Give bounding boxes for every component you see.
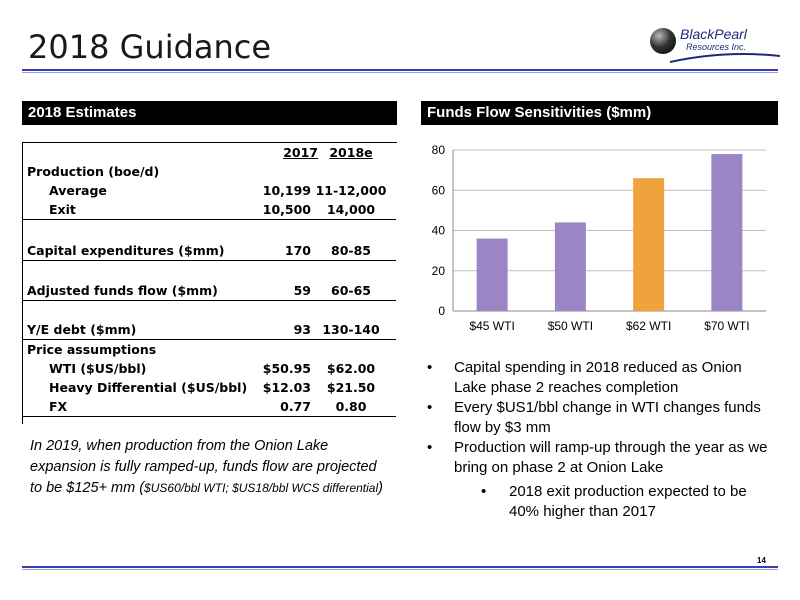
table-row: Exit 10,500 14,000 (23, 200, 396, 220)
bar (711, 154, 743, 311)
table-row: Production (boe/d) (23, 162, 396, 181)
funds-flow-chart: 0 20 40 60 80 $45 WTI $50 WTI $62 WTI $70 WTI (421, 140, 778, 340)
x-tick-label: $62 WTI (626, 319, 671, 333)
cell-2018: 130-140 (322, 322, 380, 337)
bullet-item: • Production will ramp-up through the ye… (421, 438, 778, 478)
sub-bullet-item: • 2018 exit production expected to be 40… (421, 482, 778, 522)
y-tick-label: 40 (432, 224, 446, 238)
header-rule (22, 69, 778, 75)
cell-2018: 0.80 (335, 399, 367, 414)
cell-2018: $21.50 (326, 380, 376, 395)
sensitivities-header: Funds Flow Sensitivities ($mm) (421, 101, 778, 125)
x-tick-label: $50 WTI (548, 319, 593, 333)
logo-name: BlackPearl (680, 26, 747, 42)
y-tick-label: 80 (432, 143, 446, 157)
table-row: Heavy Differential ($US/bbl) $12.03 $21.… (23, 378, 396, 397)
funds-flow-note: In 2019, when production from the Onion … (30, 436, 390, 499)
row-label: Exit (49, 202, 76, 217)
y-tick-label: 60 (432, 183, 446, 197)
page-number: 14 (757, 556, 766, 565)
table-row: Price assumptions (23, 340, 396, 359)
x-tick-label: $70 WTI (704, 319, 749, 333)
y-tick-label: 0 (438, 304, 445, 318)
row-label: Heavy Differential ($US/bbl) (49, 380, 248, 395)
row-label: Y/E debt ($mm) (27, 322, 137, 337)
cell-2018: 11-12,000 (315, 183, 387, 198)
slide-title: 2018 Guidance (28, 28, 272, 66)
row-label: Price assumptions (27, 342, 157, 357)
cell-2018: 60-65 (331, 283, 371, 298)
table-row: FX 0.77 0.80 (23, 397, 396, 417)
bar (476, 238, 508, 311)
footer-rule (22, 566, 778, 572)
bullet-list: • Capital spending in 2018 reduced as On… (421, 358, 778, 522)
row-label: Adjusted funds flow ($mm) (27, 283, 218, 298)
bullet-item: • Every $US1/bbl change in WTI changes f… (421, 398, 778, 438)
table-row: WTI ($US/bbl) $50.95 $62.00 (23, 359, 396, 378)
estimates-header: 2018 Estimates (22, 101, 397, 125)
logo-swoosh-icon (670, 53, 780, 63)
cell-2017: 59 (293, 283, 311, 298)
bullet-text: Capital spending in 2018 reduced as Onio… (454, 359, 742, 396)
col-2017: 2017 (283, 145, 318, 160)
row-label: Average (49, 183, 107, 198)
bullet-text: Every $US1/bbl change in WTI changes fun… (454, 399, 761, 436)
bullet-text: Production will ramp-up through the year… (454, 439, 768, 476)
y-tick-label: 20 (432, 264, 446, 278)
company-logo: BlackPearl Resources Inc. (650, 22, 780, 68)
cell-2018: $62.00 (326, 361, 376, 376)
bullet-item: • Capital spending in 2018 reduced as On… (421, 358, 778, 398)
cell-2018: 80-85 (331, 243, 371, 258)
pearl-icon (650, 28, 676, 54)
cell-2017: 10,500 (262, 202, 311, 217)
cell-2018: 14,000 (326, 202, 376, 217)
cell-2017: 0.77 (280, 399, 311, 414)
note-assumptions: $US60/bbl WTI; $US18/bbl WCS differentia… (144, 481, 379, 495)
col-2018e: 2018e (329, 145, 373, 160)
row-label: Production (boe/d) (27, 164, 160, 179)
bullet-glyph: • (427, 359, 433, 376)
bullet-glyph: • (427, 399, 433, 416)
cell-2017: $50.95 (262, 361, 311, 376)
estimates-table: 2017 2018e Production (boe/d) Average 10… (22, 142, 397, 424)
cell-2017: 93 (293, 322, 311, 337)
table-row: Y/E debt ($mm) 93 130-140 (23, 320, 396, 340)
table-row: Average 10,199 11-12,000 (23, 181, 396, 200)
bullet-glyph: • (427, 439, 433, 456)
logo-subtitle: Resources Inc. (686, 42, 747, 52)
table-header-row: 2017 2018e (23, 143, 396, 162)
x-tick-label: $45 WTI (469, 319, 514, 333)
bar (554, 222, 586, 311)
cell-2017: $12.03 (262, 380, 311, 395)
bar-chart-svg: 0 20 40 60 80 $45 WTI $50 WTI $62 WTI $70 WTI (432, 143, 766, 333)
note-close: ) (378, 480, 383, 496)
row-label: WTI ($US/bbl) (49, 361, 147, 376)
bar (633, 178, 665, 311)
bullet-glyph: • (481, 483, 487, 500)
row-label: Capital expenditures ($mm) (27, 243, 225, 258)
note-main: In 2019, when production from the Onion … (30, 438, 377, 496)
bullet-text: 2018 exit production expected to be 40% … (509, 483, 747, 520)
table-row: Adjusted funds flow ($mm) 59 60-65 (23, 281, 396, 301)
table-row: Capital expenditures ($mm) 170 80-85 (23, 241, 396, 261)
cell-2017: 170 (284, 243, 311, 258)
row-label: FX (49, 399, 68, 414)
cell-2017: 10,199 (262, 183, 311, 198)
